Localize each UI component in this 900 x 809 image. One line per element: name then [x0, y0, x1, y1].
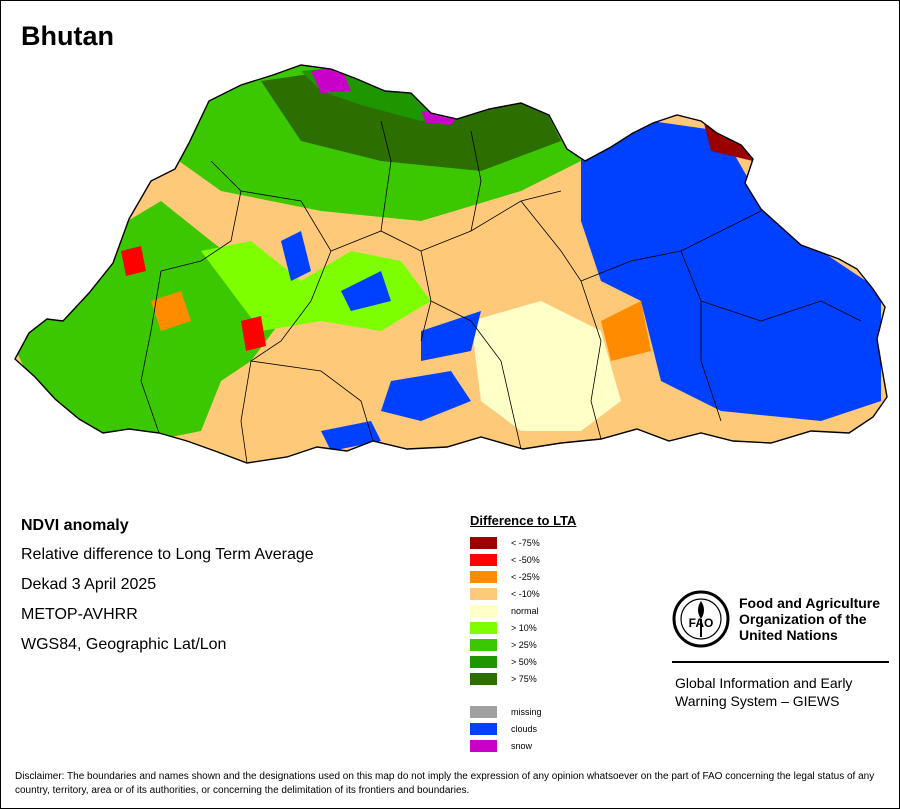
- legend-swatch: [470, 587, 497, 600]
- legend-swatch: [470, 621, 497, 634]
- legend-swatch: [470, 672, 497, 685]
- legend-item: < -50%: [470, 551, 576, 568]
- legend-swatch: [470, 655, 497, 668]
- legend-item: > 50%: [470, 653, 576, 670]
- info-line: METOP-AVHRR: [21, 606, 138, 623]
- info-heading: NDVI anomaly: [21, 517, 129, 534]
- legend-item: > 10%: [470, 619, 576, 636]
- legend-item: clouds: [470, 720, 576, 737]
- org-name: Food and Agriculture Organization of the…: [739, 595, 881, 643]
- legend-item: > 75%: [470, 670, 576, 687]
- legend-swatch: [470, 604, 497, 617]
- divider: [672, 661, 889, 663]
- legend-label: > 25%: [511, 639, 537, 650]
- legend-label: missing: [511, 706, 542, 717]
- legend-item: < -25%: [470, 568, 576, 585]
- legend-label: normal: [511, 605, 539, 616]
- legend-item: < -75%: [470, 534, 576, 551]
- logo-letters: FAO: [689, 616, 714, 630]
- legend-swatch: [470, 536, 497, 549]
- info-line: Relative difference to Long Term Average: [21, 546, 314, 563]
- map-info: NDVI anomaly Relative difference to Long…: [21, 517, 314, 665]
- legend-title: Difference to LTA: [470, 513, 577, 528]
- country-border: [14, 64, 888, 464]
- fao-logo: FAO: [672, 590, 730, 648]
- map-title: Bhutan: [21, 21, 114, 51]
- legend-swatch: [470, 722, 497, 735]
- info-line: WGS84, Geographic Lat/Lon: [21, 636, 227, 653]
- legend-swatch: [470, 553, 497, 566]
- legend-swatch: [470, 570, 497, 583]
- legend-item: < -10%: [470, 585, 576, 602]
- district-boundaries: [140, 120, 862, 464]
- info-line: Dekad 3 April 2025: [21, 576, 157, 593]
- legend-item: > 25%: [470, 636, 576, 653]
- legend-label: > 75%: [511, 673, 537, 684]
- legend-swatch: [470, 638, 497, 651]
- legend-label: > 50%: [511, 656, 537, 667]
- legend-label: clouds: [511, 723, 538, 734]
- system-name: Global Information and Early Warning Sys…: [675, 675, 853, 709]
- legend-label: > 10%: [511, 622, 537, 633]
- legend-label: < -10%: [511, 588, 540, 599]
- legend-label: < -25%: [511, 571, 540, 582]
- legend: Difference to LTA < -75% < -50% < -25% < -1…: [470, 513, 576, 754]
- legend-swatch: [470, 739, 497, 752]
- legend-label: < -50%: [511, 554, 540, 565]
- disclaimer: Disclaimer: The boundaries and names sho…: [15, 771, 875, 796]
- legend-item: missing: [470, 703, 576, 720]
- legend-label: snow: [511, 740, 533, 751]
- legend-item: normal: [470, 602, 576, 619]
- legend-item: snow: [470, 737, 576, 754]
- legend-swatch: [470, 705, 497, 718]
- legend-label: < -75%: [511, 537, 540, 548]
